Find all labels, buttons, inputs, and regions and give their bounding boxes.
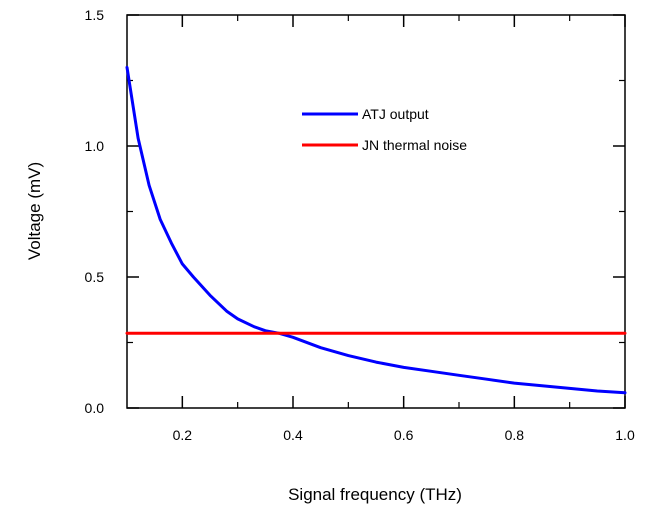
y-axis-ticks: 0.0 0.5 1.0 1.5 xyxy=(85,7,625,416)
y-tick-label: 1.5 xyxy=(85,7,105,23)
x-tick-label: 0.2 xyxy=(173,427,193,443)
x-tick-label: 0.8 xyxy=(505,427,525,443)
plot-frame xyxy=(127,15,625,408)
x-axis-ticks: 0.2 0.4 0.6 0.8 1.0 xyxy=(173,15,635,443)
y-tick-label: 0.5 xyxy=(85,269,105,285)
legend-label-2: JN thermal noise xyxy=(362,137,467,153)
x-tick-label: 0.4 xyxy=(283,427,303,443)
y-axis-title: Voltage (mV) xyxy=(25,162,44,260)
legend: ATJ output JN thermal noise xyxy=(302,106,467,153)
legend-label-1: ATJ output xyxy=(362,106,429,122)
plot-border xyxy=(127,15,625,408)
x-tick-label: 0.6 xyxy=(394,427,414,443)
x-tick-label: 1.0 xyxy=(615,427,635,443)
y-tick-label: 0.0 xyxy=(85,400,105,416)
y-tick-label: 1.0 xyxy=(85,138,105,154)
x-axis-title: Signal frequency (THz) xyxy=(288,485,462,504)
